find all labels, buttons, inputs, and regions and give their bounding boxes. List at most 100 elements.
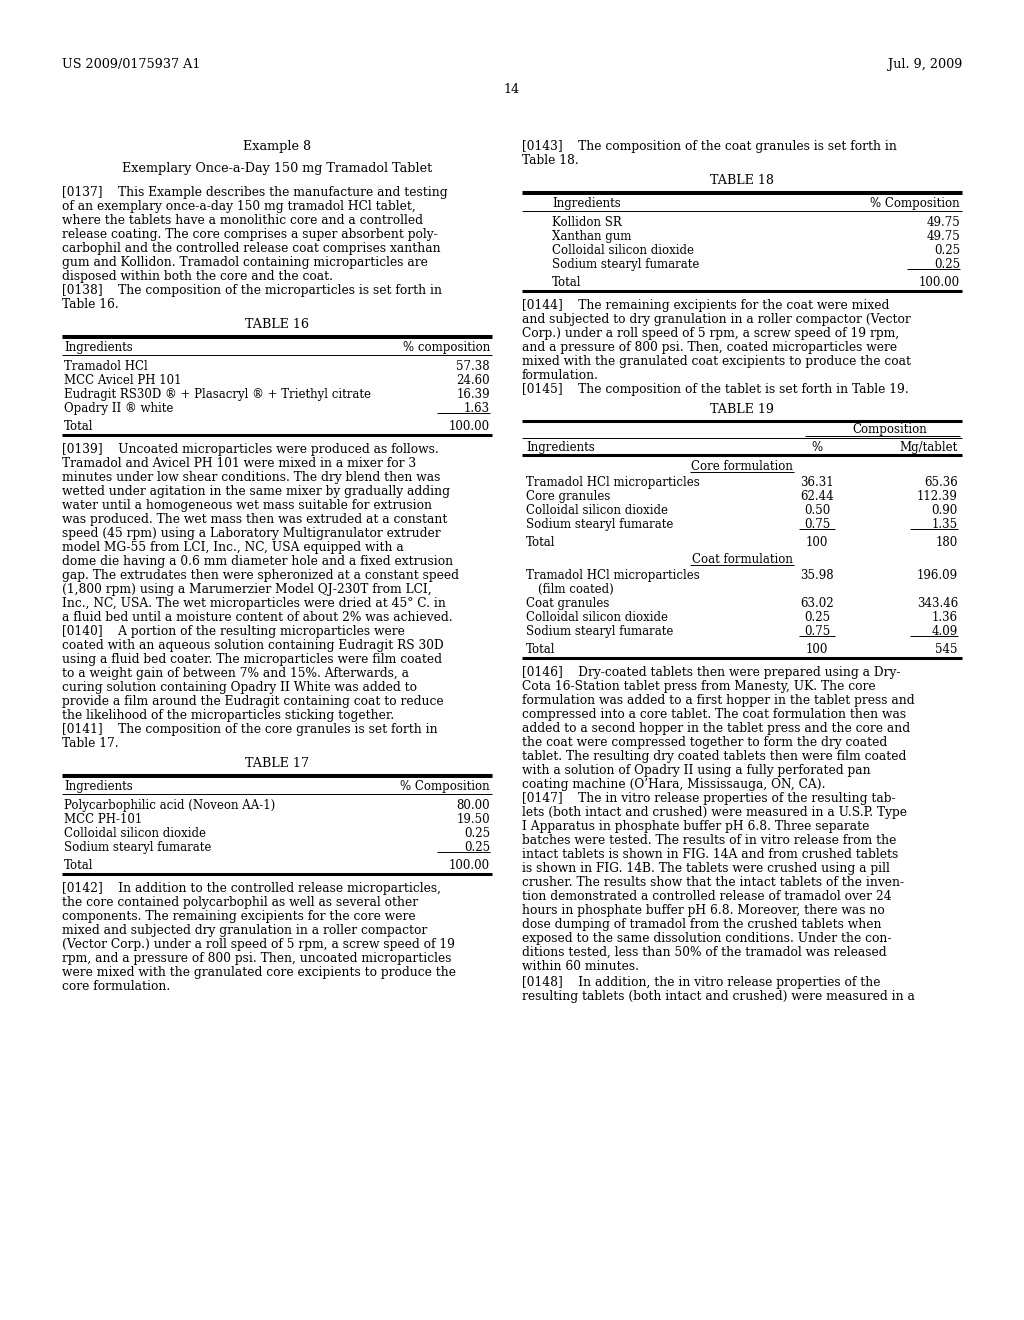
Text: Tramadol HCl microparticles: Tramadol HCl microparticles: [526, 569, 699, 582]
Text: coating machine (O’Hara, Mississauga, ON, CA).: coating machine (O’Hara, Mississauga, ON…: [522, 777, 825, 791]
Text: mixed and subjected dry granulation in a roller compactor: mixed and subjected dry granulation in a…: [62, 924, 427, 937]
Text: Cota 16-Station tablet press from Manesty, UK. The core: Cota 16-Station tablet press from Manest…: [522, 680, 876, 693]
Text: with a solution of Opadry II using a fully perforated pan: with a solution of Opadry II using a ful…: [522, 764, 870, 777]
Text: [0142]    In addition to the controlled release microparticles,: [0142] In addition to the controlled rel…: [62, 882, 441, 895]
Text: Mg/tablet: Mg/tablet: [900, 441, 958, 454]
Text: 4.09: 4.09: [932, 624, 958, 638]
Text: Eudragit RS30D ® + Plasacryl ® + Triethyl citrate: Eudragit RS30D ® + Plasacryl ® + Triethy…: [63, 388, 371, 401]
Text: Ingredients: Ingredients: [63, 341, 133, 354]
Text: lets (both intact and crushed) were measured in a U.S.P. Type: lets (both intact and crushed) were meas…: [522, 807, 907, 818]
Text: [0137]    This Example describes the manufacture and testing: [0137] This Example describes the manufa…: [62, 186, 447, 199]
Text: TABLE 17: TABLE 17: [245, 756, 309, 770]
Text: tion demonstrated a controlled release of tramadol over 24: tion demonstrated a controlled release o…: [522, 890, 892, 903]
Text: 100.00: 100.00: [449, 859, 490, 873]
Text: speed (45 rpm) using a Laboratory Multigranulator extruder: speed (45 rpm) using a Laboratory Multig…: [62, 527, 440, 540]
Text: [0146]    Dry-coated tablets then were prepared using a Dry-: [0146] Dry-coated tablets then were prep…: [522, 667, 900, 678]
Text: 0.25: 0.25: [934, 244, 961, 257]
Text: [0140]    A portion of the resulting microparticles were: [0140] A portion of the resulting microp…: [62, 624, 404, 638]
Text: 36.31: 36.31: [800, 477, 834, 488]
Text: Sodium stearyl fumarate: Sodium stearyl fumarate: [63, 841, 211, 854]
Text: Xanthan gum: Xanthan gum: [552, 230, 632, 243]
Text: % Composition: % Composition: [400, 780, 490, 793]
Text: 100: 100: [806, 643, 828, 656]
Text: the coat were compressed together to form the dry coated: the coat were compressed together to for…: [522, 737, 887, 748]
Text: 63.02: 63.02: [800, 597, 834, 610]
Text: release coating. The core comprises a super absorbent poly-: release coating. The core comprises a su…: [62, 228, 437, 242]
Text: water until a homogeneous wet mass suitable for extrusion: water until a homogeneous wet mass suita…: [62, 499, 432, 512]
Text: Total: Total: [552, 276, 582, 289]
Text: Tramadol HCl microparticles: Tramadol HCl microparticles: [526, 477, 699, 488]
Text: core formulation.: core formulation.: [62, 979, 170, 993]
Text: coated with an aqueous solution containing Eudragit RS 30D: coated with an aqueous solution containi…: [62, 639, 443, 652]
Text: Ingredients: Ingredients: [552, 197, 621, 210]
Text: Total: Total: [63, 420, 93, 433]
Text: Total: Total: [63, 859, 93, 873]
Text: Colloidal silicon dioxide: Colloidal silicon dioxide: [526, 611, 668, 624]
Text: (film coated): (film coated): [538, 583, 613, 597]
Text: Jul. 9, 2009: Jul. 9, 2009: [888, 58, 962, 71]
Text: Colloidal silicon dioxide: Colloidal silicon dioxide: [63, 828, 206, 840]
Text: batches were tested. The results of in vitro release from the: batches were tested. The results of in v…: [522, 834, 896, 847]
Text: 16.39: 16.39: [457, 388, 490, 401]
Text: [0147]    The in vitro release properties of the resulting tab-: [0147] The in vitro release properties o…: [522, 792, 896, 805]
Text: hours in phosphate buffer pH 6.8. Moreover, there was no: hours in phosphate buffer pH 6.8. Moreov…: [522, 904, 885, 917]
Text: Table 17.: Table 17.: [62, 737, 119, 750]
Text: disposed within both the core and the coat.: disposed within both the core and the co…: [62, 271, 333, 282]
Text: Total: Total: [526, 643, 555, 656]
Text: 100.00: 100.00: [919, 276, 961, 289]
Text: 112.39: 112.39: [918, 490, 958, 503]
Text: Inc., NC, USA. The wet microparticles were dried at 45° C. in: Inc., NC, USA. The wet microparticles we…: [62, 597, 445, 610]
Text: mixed with the granulated coat excipients to produce the coat: mixed with the granulated coat excipient…: [522, 355, 911, 368]
Text: [0139]    Uncoated microparticles were produced as follows.: [0139] Uncoated microparticles were prod…: [62, 444, 438, 455]
Text: Example 8: Example 8: [243, 140, 311, 153]
Text: a fluid bed until a moisture content of about 2% was achieved.: a fluid bed until a moisture content of …: [62, 611, 453, 624]
Text: % Composition: % Composition: [870, 197, 961, 210]
Text: Sodium stearyl fumarate: Sodium stearyl fumarate: [526, 517, 674, 531]
Text: 80.00: 80.00: [457, 799, 490, 812]
Text: carbophil and the controlled release coat comprises xanthan: carbophil and the controlled release coa…: [62, 242, 440, 255]
Text: MCC PH-101: MCC PH-101: [63, 813, 142, 826]
Text: intact tablets is shown in FIG. 14A and from crushed tablets: intact tablets is shown in FIG. 14A and …: [522, 847, 898, 861]
Text: [0141]    The composition of the core granules is set forth in: [0141] The composition of the core granu…: [62, 723, 437, 737]
Text: Corp.) under a roll speed of 5 rpm, a screw speed of 19 rpm,: Corp.) under a roll speed of 5 rpm, a sc…: [522, 327, 899, 341]
Text: and subjected to dry granulation in a roller compactor (Vector: and subjected to dry granulation in a ro…: [522, 313, 910, 326]
Text: Tramadol and Avicel PH 101 were mixed in a mixer for 3: Tramadol and Avicel PH 101 were mixed in…: [62, 457, 416, 470]
Text: Total: Total: [526, 536, 555, 549]
Text: 0.25: 0.25: [934, 257, 961, 271]
Text: minutes under low shear conditions. The dry blend then was: minutes under low shear conditions. The …: [62, 471, 440, 484]
Text: Composition: Composition: [852, 422, 927, 436]
Text: to a weight gain of between 7% and 15%. Afterwards, a: to a weight gain of between 7% and 15%. …: [62, 667, 409, 680]
Text: is shown in FIG. 14B. The tablets were crushed using a pill: is shown in FIG. 14B. The tablets were c…: [522, 862, 890, 875]
Text: dome die having a 0.6 mm diameter hole and a fixed extrusion: dome die having a 0.6 mm diameter hole a…: [62, 554, 454, 568]
Text: 0.25: 0.25: [464, 841, 490, 854]
Text: model MG-55 from LCI, Inc., NC, USA equipped with a: model MG-55 from LCI, Inc., NC, USA equi…: [62, 541, 403, 554]
Text: Colloidal silicon dioxide: Colloidal silicon dioxide: [526, 504, 668, 517]
Text: 1.35: 1.35: [932, 517, 958, 531]
Text: Kollidon SR: Kollidon SR: [552, 216, 622, 228]
Text: 62.44: 62.44: [800, 490, 834, 503]
Text: the likelihood of the microparticles sticking together.: the likelihood of the microparticles sti…: [62, 709, 394, 722]
Text: and a pressure of 800 psi. Then, coated microparticles were: and a pressure of 800 psi. Then, coated …: [522, 341, 897, 354]
Text: Sodium stearyl fumarate: Sodium stearyl fumarate: [526, 624, 674, 638]
Text: 545: 545: [936, 643, 958, 656]
Text: wetted under agitation in the same mixer by gradually adding: wetted under agitation in the same mixer…: [62, 484, 450, 498]
Text: 180: 180: [936, 536, 958, 549]
Text: crusher. The results show that the intact tablets of the inven-: crusher. The results show that the intac…: [522, 876, 904, 888]
Text: Exemplary Once-a-Day 150 mg Tramadol Tablet: Exemplary Once-a-Day 150 mg Tramadol Tab…: [122, 162, 432, 176]
Text: Opadry II ® white: Opadry II ® white: [63, 403, 173, 414]
Text: Table 18.: Table 18.: [522, 154, 579, 168]
Text: 0.75: 0.75: [804, 624, 830, 638]
Text: 1.36: 1.36: [932, 611, 958, 624]
Text: 1.63: 1.63: [464, 403, 490, 414]
Text: TABLE 18: TABLE 18: [710, 174, 774, 187]
Text: Ingredients: Ingredients: [63, 780, 133, 793]
Text: (Vector Corp.) under a roll speed of 5 rpm, a screw speed of 19: (Vector Corp.) under a roll speed of 5 r…: [62, 939, 455, 950]
Text: provide a film around the Eudragit containing coat to reduce: provide a film around the Eudragit conta…: [62, 696, 443, 708]
Text: Colloidal silicon dioxide: Colloidal silicon dioxide: [552, 244, 694, 257]
Text: 19.50: 19.50: [457, 813, 490, 826]
Text: was produced. The wet mass then was extruded at a constant: was produced. The wet mass then was extr…: [62, 513, 447, 525]
Text: 0.25: 0.25: [464, 828, 490, 840]
Text: gum and Kollidon. Tramadol containing microparticles are: gum and Kollidon. Tramadol containing mi…: [62, 256, 428, 269]
Text: 100: 100: [806, 536, 828, 549]
Text: ditions tested, less than 50% of the tramadol was released: ditions tested, less than 50% of the tra…: [522, 946, 887, 960]
